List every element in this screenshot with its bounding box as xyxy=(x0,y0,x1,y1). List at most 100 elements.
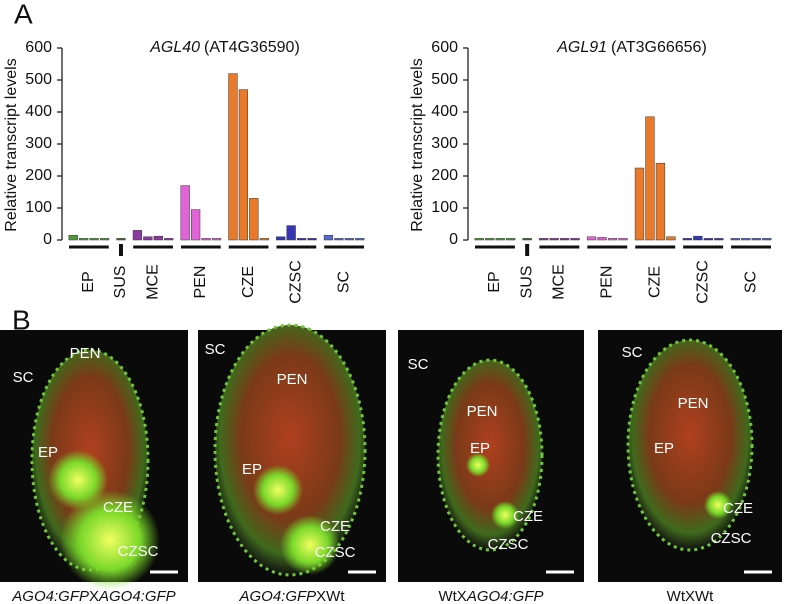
bar xyxy=(693,235,703,241)
group-label: CZE xyxy=(646,266,663,298)
caption-part: X xyxy=(89,588,99,604)
tissue-label: EP xyxy=(242,461,262,478)
tissue-label: CZE xyxy=(320,518,350,535)
bar xyxy=(634,167,645,241)
bar xyxy=(506,238,516,241)
tissue-label: CZE xyxy=(513,508,543,525)
bar xyxy=(666,236,676,241)
title-id: (AT4G36590) xyxy=(204,39,300,56)
bar xyxy=(238,89,249,241)
bar xyxy=(730,238,740,241)
tissue-label: PEN xyxy=(277,371,308,388)
caption: AGO4:GFPXAGO4:GFP xyxy=(11,588,175,604)
y-tick-label: 500 xyxy=(431,71,458,88)
y-tick-label: 300 xyxy=(431,135,458,152)
bar xyxy=(79,238,89,241)
bar xyxy=(164,238,174,241)
gfp-signal xyxy=(280,515,340,575)
group-label: PEN xyxy=(192,266,209,299)
caption-part: AGO4:GFP xyxy=(98,588,176,604)
bar xyxy=(549,238,559,241)
tissue-label: EP xyxy=(38,444,58,461)
y-tick-label: 300 xyxy=(25,135,52,152)
bar xyxy=(586,236,597,241)
tissue-label: SC xyxy=(205,341,226,358)
bar xyxy=(228,73,238,241)
tissue-label: CZSC xyxy=(711,530,752,547)
bar xyxy=(703,238,714,241)
bar xyxy=(180,185,190,241)
caption-part: AGO4:GFP xyxy=(238,588,316,604)
bar xyxy=(645,116,655,241)
tissue-label: PEN xyxy=(70,345,101,362)
bar xyxy=(741,238,751,241)
bar xyxy=(153,235,163,241)
group-label: EP xyxy=(80,271,97,292)
group-label: SUS xyxy=(518,266,535,299)
bar xyxy=(344,238,354,241)
group-label: SC xyxy=(742,271,759,293)
caption: WtXWt xyxy=(667,588,714,604)
tissue-label: PEN xyxy=(678,395,709,412)
caption-part: XWt xyxy=(316,588,345,604)
title-gene: AGL40 xyxy=(149,39,200,56)
y-axis-label: Relative transcript levels xyxy=(3,58,20,231)
tissue-label: SC xyxy=(13,369,34,386)
panel-label: A xyxy=(14,0,33,29)
tissue-label: SC xyxy=(408,356,429,373)
bar xyxy=(597,237,607,241)
bar xyxy=(143,236,153,241)
embryo xyxy=(626,338,754,552)
y-tick-label: 0 xyxy=(449,231,458,248)
embryo xyxy=(436,358,544,552)
bar xyxy=(682,238,693,241)
gfp-signal xyxy=(704,491,732,519)
title-id: (AT3G66656) xyxy=(611,39,707,56)
gfp-signal xyxy=(60,490,160,590)
bar xyxy=(116,238,126,241)
bar xyxy=(538,238,549,241)
tissue-label: CZE xyxy=(103,499,133,516)
bar xyxy=(334,238,344,241)
bar xyxy=(474,238,484,241)
bar xyxy=(296,238,307,241)
tissue-label: EP xyxy=(470,440,490,457)
bar xyxy=(190,209,201,241)
y-tick-label: 0 xyxy=(43,231,52,248)
caption-part: AGO4:GFP xyxy=(11,588,89,604)
bar xyxy=(559,238,570,241)
group-label: MCE xyxy=(144,264,161,300)
y-tick-label: 400 xyxy=(25,103,52,120)
group-label: SC xyxy=(335,271,352,293)
embryo xyxy=(213,323,367,577)
group-label: CZSC xyxy=(694,260,711,304)
bar xyxy=(485,238,495,241)
group-label: PEN xyxy=(598,266,615,299)
bar xyxy=(99,238,110,241)
bar xyxy=(495,238,505,241)
title-gene: AGL91 xyxy=(556,39,607,56)
caption-part: AGO4:GFP xyxy=(466,588,544,604)
bar xyxy=(762,238,772,241)
bar xyxy=(276,236,286,241)
bar xyxy=(655,162,666,241)
tissue-label: PEN xyxy=(467,403,498,420)
tissue-label: EP xyxy=(654,440,674,457)
gfp-signal xyxy=(491,501,519,529)
group-label: MCE xyxy=(551,264,568,300)
bar xyxy=(618,238,628,241)
tissue-label: CZSC xyxy=(118,543,159,560)
group-label: SUS xyxy=(112,266,129,299)
bar xyxy=(323,234,334,241)
chart-title: AGL40 (AT4G36590) xyxy=(149,39,300,56)
bar xyxy=(355,238,365,241)
y-tick-label: 600 xyxy=(25,39,52,56)
caption: WtXAGO4:GFP xyxy=(438,588,543,604)
y-tick-label: 600 xyxy=(431,39,458,56)
gfp-signal xyxy=(466,453,490,477)
group-label: EP xyxy=(486,271,503,292)
tissue-label: CZE xyxy=(723,500,753,517)
bar xyxy=(68,234,78,241)
caption-part: WtXWt xyxy=(667,588,714,604)
y-tick-label: 200 xyxy=(431,167,458,184)
